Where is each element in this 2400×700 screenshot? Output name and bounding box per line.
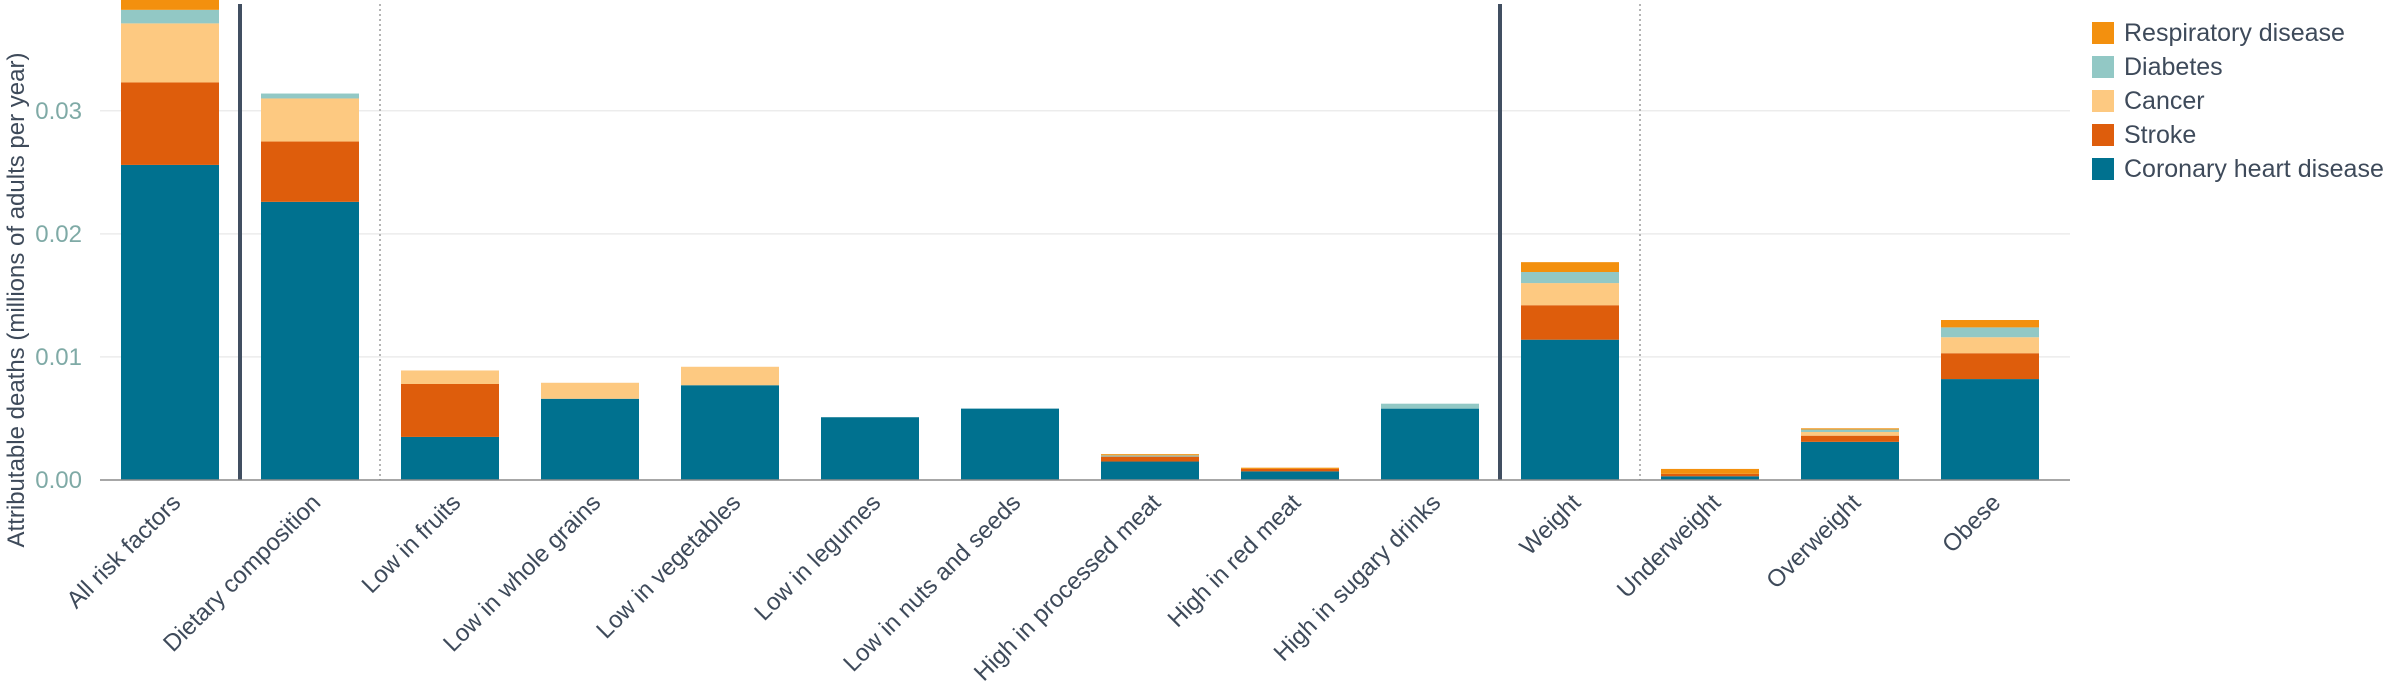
bar-segment <box>121 9 219 24</box>
bar-segment <box>1661 468 1759 474</box>
legend-swatch <box>2092 22 2114 44</box>
y-tick-label: 0.01 <box>35 344 82 371</box>
category-label: Low in whole grains <box>438 489 606 657</box>
category-label: All risk factors <box>62 489 187 614</box>
legend-swatch <box>2092 158 2114 180</box>
bar-segment <box>1801 435 1899 442</box>
bar-segment <box>1661 476 1759 480</box>
legend-swatch <box>2092 124 2114 146</box>
bar-segment <box>401 384 499 437</box>
bar-segment <box>1521 283 1619 306</box>
bars <box>121 0 2039 480</box>
bar-segment <box>541 398 639 480</box>
legend-swatch <box>2092 90 2114 112</box>
bar-segment <box>1941 353 2039 380</box>
category-label: Dietary composition <box>158 489 326 657</box>
bar-segment <box>1801 432 1899 436</box>
legend-label: Cancer <box>2124 87 2205 115</box>
bar-segment <box>961 408 1059 480</box>
bar-segment <box>1801 428 1899 430</box>
bar-segment <box>1521 339 1619 480</box>
bar-segment <box>261 201 359 480</box>
bar-segment <box>1241 468 1339 472</box>
y-tick-label: 0.03 <box>35 98 82 125</box>
bar-segment <box>261 141 359 202</box>
category-label: Low in fruits <box>357 489 467 599</box>
bar-segment <box>1941 320 2039 328</box>
bar-segment <box>1941 379 2039 480</box>
bar-segment <box>681 366 779 386</box>
bar-segment <box>1381 403 1479 409</box>
bar-segment <box>1801 429 1899 432</box>
category-label: Low in vegetables <box>591 489 746 644</box>
bar-segment <box>401 436 499 480</box>
bar-segment <box>821 417 919 480</box>
category-label: Overweight <box>1761 489 1866 594</box>
bar-segment <box>401 370 499 384</box>
bar-segment <box>1101 455 1199 457</box>
bar-segment <box>1381 408 1479 480</box>
bar-segment <box>261 93 359 99</box>
category-label: Weight <box>1515 489 1587 561</box>
bar-segment <box>121 23 219 83</box>
bar-segment <box>1241 471 1339 480</box>
bar-segment <box>1801 441 1899 480</box>
legend-swatch <box>2092 56 2114 78</box>
bar-segment <box>1101 454 1199 456</box>
y-tick-label: 0.00 <box>35 467 82 494</box>
gridlines <box>100 110 2070 358</box>
bar-segment <box>121 0 219 10</box>
y-axis-title: Attributable deaths (millions of adults … <box>3 53 30 548</box>
bar-segment <box>121 164 219 480</box>
category-label: Obese <box>1937 489 2006 558</box>
bar-segment <box>1521 305 1619 340</box>
bar-segment <box>1101 456 1199 462</box>
legend: Respiratory disease Diabetes Cancer Stroke C… <box>2092 19 2384 183</box>
bar-segment <box>1101 461 1199 480</box>
bar-segment <box>1241 467 1339 469</box>
bar-segment <box>1941 337 2039 354</box>
y-tick-labels: 0.00 0.01 0.02 0.03 <box>35 98 82 494</box>
bar-segment <box>681 385 779 480</box>
bar-segment <box>1521 272 1619 284</box>
bar-segment <box>261 98 359 142</box>
legend-label: Respiratory disease <box>2124 19 2345 47</box>
category-label: Underweight <box>1612 489 1727 604</box>
y-tick-label: 0.02 <box>35 221 82 248</box>
bar-segment <box>1521 262 1619 272</box>
bar-segment <box>1661 473 1759 477</box>
category-label: Low in legumes <box>749 489 886 626</box>
legend-label: Coronary heart disease <box>2124 155 2384 183</box>
bar-segment <box>1941 327 2039 338</box>
bar-segment <box>541 382 639 399</box>
category-label: High in red meat <box>1163 489 1307 633</box>
legend-label: Diabetes <box>2124 53 2223 81</box>
legend-label: Stroke <box>2124 121 2196 149</box>
group-separators <box>238 4 1641 480</box>
bar-segment <box>121 82 219 165</box>
